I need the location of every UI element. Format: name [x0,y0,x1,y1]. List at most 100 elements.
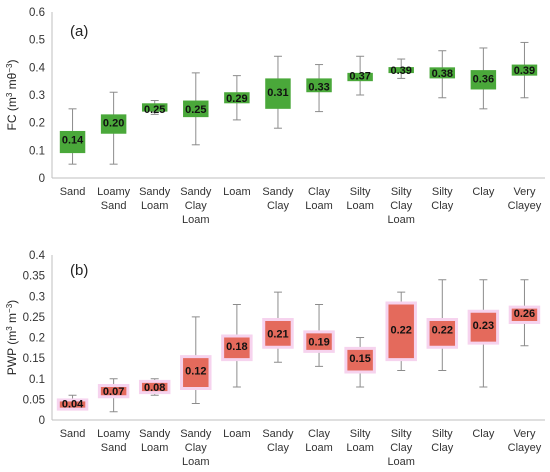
data-label: 0.14 [62,134,84,146]
x-tick-label: Loam [223,186,251,198]
x-tick-label: Silty [432,186,453,198]
data-label: 0.22 [432,324,453,336]
data-label: 0.26 [514,308,535,320]
x-tick-label: Silty [432,428,453,440]
box-rect [511,308,538,321]
box-rect [100,387,127,396]
x-tick-label: Clayey [508,200,542,212]
x-tick-label: Clay [472,186,495,198]
x-tick-label: Sandy [262,428,294,440]
x-tick-label: Sandy [262,186,294,198]
data-label: 0.37 [349,71,370,83]
data-label: 0.18 [226,341,247,353]
y-tick-label: 0.4 [29,250,46,262]
data-label: 0.22 [390,324,411,336]
y-tick-label: 0.1 [29,374,45,386]
box-rect [265,321,291,346]
y-tick-label: 0.1 [29,145,45,157]
x-tick-label: Silty [350,428,371,440]
x-tick-label: Sandy [180,428,212,440]
data-label: 0.21 [267,328,288,340]
data-label: 0.12 [185,366,206,378]
box-rect [183,100,209,118]
x-tick-label: Sandy [139,186,171,198]
data-label: 0.29 [226,93,247,105]
y-tick-label: 0.2 [29,333,45,345]
y-axis-label: FC (m3 mθ−3) [5,60,19,131]
x-tick-label: Loam [387,456,415,468]
box-rect [470,312,497,342]
y-axis-label-part: 3 [5,92,14,97]
x-tick-label: Clay [308,186,331,198]
x-tick-label: Sand [101,442,127,454]
data-label: 0.07 [103,386,124,398]
x-tick-label: Very [513,428,536,440]
y-tick-label: 0.5 [29,35,45,47]
y-axis-label-part: −3 [5,303,14,313]
box-rect [183,358,209,387]
y-axis-label-part: m [5,313,19,326]
x-tick-label: Clay [390,442,413,454]
box-rect [306,78,332,93]
x-tick-label: Clay [390,200,413,212]
x-tick-label: Sand [60,428,86,440]
data-label: 0.20 [103,118,124,130]
x-tick-label: Sand [101,200,127,212]
box-rect [470,70,497,90]
box-rect [59,130,86,154]
x-tick-label: Loam [182,456,210,468]
y-tick-label: 0.6 [29,7,45,19]
x-tick-label: Loam [305,200,333,212]
data-label: 0.31 [267,87,288,99]
y-axis-label-part: −3 [5,63,14,73]
box-rect [429,67,456,79]
y-tick-label: 0.05 [23,394,45,406]
y-tick-label: 0.15 [23,353,45,365]
data-label: 0.19 [308,337,329,349]
data-label: 0.25 [185,104,206,116]
y-axis-label-part: 3 [5,326,14,331]
y-axis-label-part: mθ [5,72,19,92]
x-tick-label: Clayey [508,442,542,454]
box-rect [100,114,127,134]
x-tick-label: Clay [185,200,208,212]
x-tick-label: Loam [346,442,374,454]
box-rect [141,382,168,392]
box-rect [511,64,538,76]
data-label: 0.39 [390,65,411,77]
panel-label: (b) [70,262,88,279]
x-tick-label: Loam [223,428,251,440]
y-axis-label-part: PWP (m [5,331,19,375]
data-label: 0.38 [432,68,453,80]
x-tick-label: Clay [431,442,454,454]
x-tick-label: Loam [387,214,415,226]
x-tick-label: Sand [60,186,86,198]
x-tick-label: Sandy [180,186,212,198]
x-tick-label: Loam [141,200,169,212]
y-axis-label: PWP (m3 m−3) [5,300,19,375]
y-axis-label-part: ) [5,300,19,304]
x-tick-label: Loam [182,214,210,226]
data-label: 0.08 [144,382,165,394]
x-tick-label: Clay [308,428,331,440]
y-tick-label: 0.3 [29,90,45,102]
x-tick-label: Very [513,186,536,198]
y-tick-label: 0.3 [29,291,45,303]
box-rect [141,103,168,112]
y-tick-label: 0.35 [23,271,45,283]
data-label: 0.25 [144,104,165,116]
x-tick-label: Clay [267,200,290,212]
y-tick-label: 0.4 [29,62,46,74]
x-tick-label: Loamy [97,186,131,198]
box-rect [224,92,250,104]
box-rect [388,304,414,359]
x-tick-label: Loam [346,200,374,212]
x-tick-label: Loam [141,442,169,454]
y-tick-label: 0.2 [29,118,45,130]
x-tick-label: Silty [391,428,412,440]
box-rect [59,401,86,408]
box-rect [347,349,373,371]
box-rect [265,78,291,109]
